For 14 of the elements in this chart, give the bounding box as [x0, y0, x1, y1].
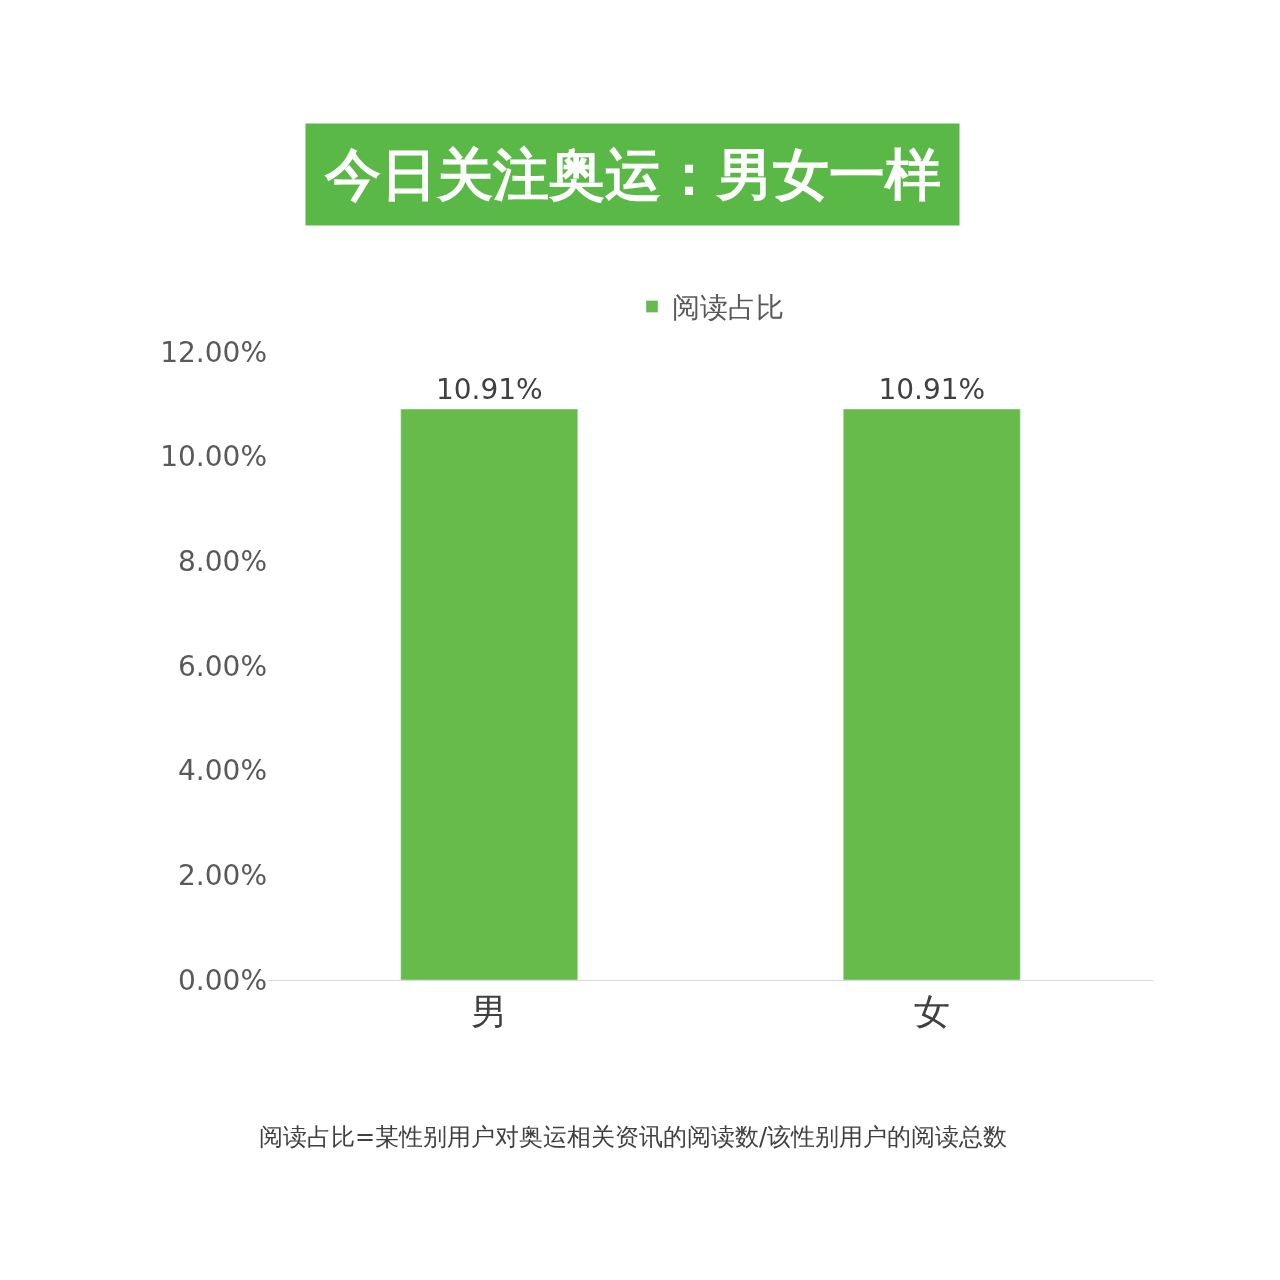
y-tick-label: 4.00% — [178, 754, 267, 788]
x-tick-label: 女 — [913, 991, 950, 1033]
y-tick-label: 2.00% — [178, 859, 267, 893]
y-tick-label: 0.00% — [178, 963, 267, 997]
data-label: 10.91% — [878, 373, 986, 407]
data-label: 10.91% — [435, 373, 543, 407]
y-tick-label: 8.00% — [178, 545, 267, 579]
y-tick-label: 6.00% — [178, 649, 267, 683]
y-tick-label: 10.00% — [160, 440, 267, 474]
text: 阅读占比=某性别用户对奥运相关资讯的阅读数/该性别用户的阅读总数 — [259, 1123, 1008, 1151]
chart-title: 今日关注奥运：男女一样 — [324, 142, 941, 207]
y-tick-label: 12.00% — [160, 335, 267, 369]
legend-label: 阅读占比 — [672, 291, 784, 325]
x-tick-label: 男 — [471, 991, 508, 1033]
